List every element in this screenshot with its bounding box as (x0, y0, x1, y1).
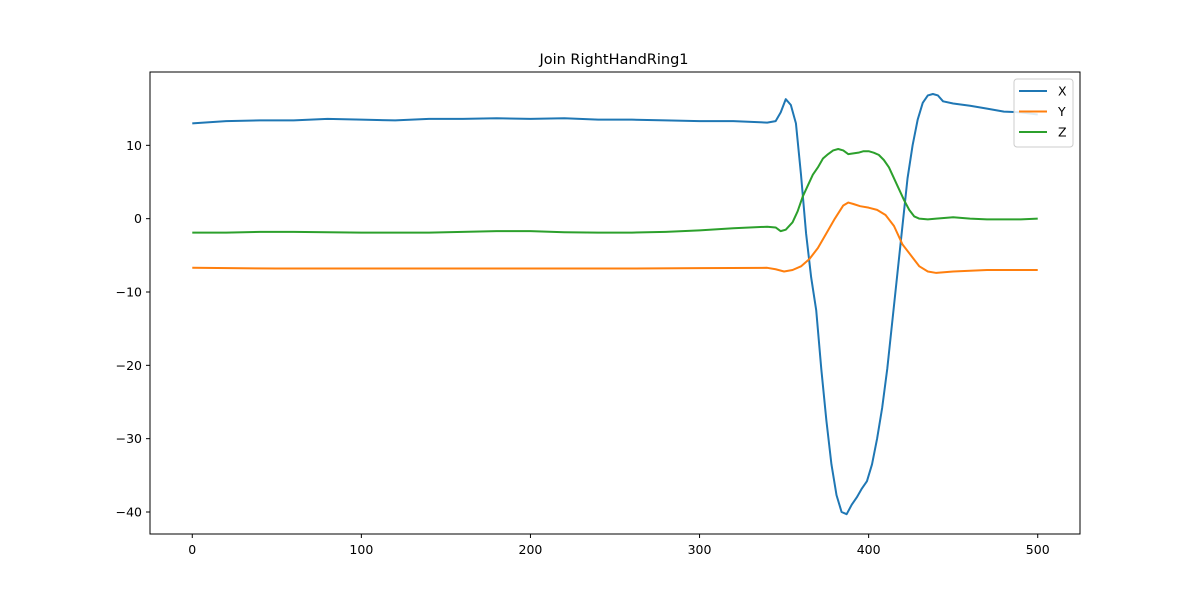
series-layer (192, 93, 1038, 516)
x-tick-label: 100 (349, 542, 373, 557)
series-line-y (192, 201, 1038, 274)
y-tick-label: −20 (116, 358, 142, 373)
legend-box (1013, 78, 1074, 148)
chart-title: Join RightHandRing1 (538, 52, 688, 68)
x-tick-label: 0 (188, 542, 196, 557)
legend-label-z: Z (1058, 125, 1067, 140)
plot-frame (149, 71, 1081, 535)
y-axis: −40 −30 −20 −10 0 10 (116, 138, 150, 520)
legend-label-y: Y (1057, 104, 1066, 119)
legend-label-x: X (1058, 84, 1067, 99)
x-tick-label: 200 (519, 542, 543, 557)
y-tick-label: −10 (116, 285, 142, 300)
y-tick-label: −40 (116, 505, 142, 520)
legend: XYZ (1013, 78, 1074, 148)
series-line-z (192, 148, 1038, 234)
x-axis: 0 100 200 300 400 500 (188, 534, 1050, 557)
y-tick-label: 10 (126, 138, 142, 153)
y-tick-label: −30 (116, 431, 142, 446)
x-tick-label: 500 (1026, 542, 1050, 557)
x-tick-label: 400 (857, 542, 881, 557)
series-line-x (192, 93, 1038, 516)
x-tick-label: 300 (688, 542, 712, 557)
y-tick-label: 0 (134, 211, 142, 226)
